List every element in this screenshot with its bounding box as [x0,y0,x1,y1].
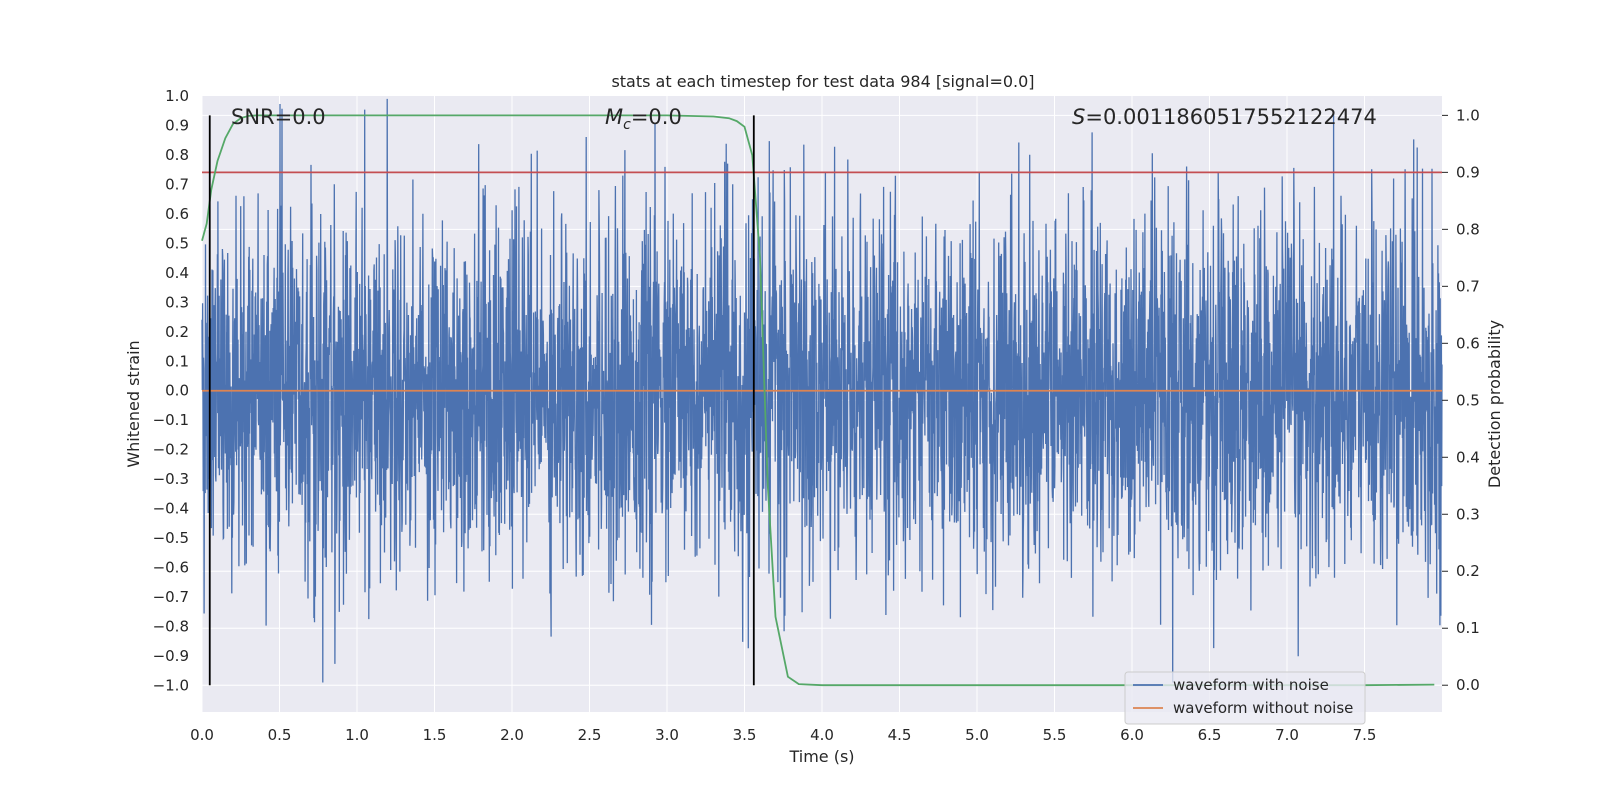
y-tick-label-13: −0.3 [153,470,189,488]
y-axis-ticks: 1.0 0.9 0.8 0.7 0.6 0.5 0.4 0.3 0.2 0.1 0.0 −0.1 −0.… [153,87,189,694]
y-tick-label-5: 0.5 [165,234,189,252]
y2-tick-label-10: 0.0 [1456,676,1480,694]
y2-tick-label-4: 0.6 [1456,334,1480,352]
chart-title: stats at each timestep for test data 984… [611,72,1034,91]
x-tick-label-13: 6.5 [1198,726,1222,744]
y-tick-label-20: −1.0 [153,676,189,694]
y2-tick-label-8: 0.2 [1456,562,1480,580]
y-tick-label-2: 0.8 [165,146,189,164]
y-tick-label-7: 0.3 [165,293,189,311]
chirp-mass-annotation: Mc=0.0 [605,105,682,133]
snr-annotation: SNR=0.0 [231,105,326,129]
x-tick-label-3: 1.5 [423,726,447,744]
y2-axis-label: Detection probability [1485,320,1504,488]
x-tick-label-10: 5.0 [965,726,989,744]
y2-tick-label-7: 0.3 [1456,505,1480,523]
y-tick-label-12: −0.2 [153,441,189,459]
waveform-with-noise-line [201,98,1443,683]
y2-axis-ticks: 1.0 0.9 0.8 0.7 0.6 0.5 0.4 0.3 0.2 0.1 0.0 [1442,106,1480,694]
y2-tick-label-0: 1.0 [1456,106,1480,124]
x-tick-label-9: 4.5 [888,726,912,744]
x-tick-label-12: 6.0 [1120,726,1144,744]
x-tick-label-0: 0.0 [190,726,214,744]
x-tick-label-4: 2.0 [500,726,524,744]
legend-label-noise: waveform with noise [1173,676,1329,694]
y-tick-label-14: −0.4 [153,500,189,518]
y-tick-label-3: 0.7 [165,175,189,193]
s-annotation: S=0.0011860517552122474 [1072,105,1377,129]
y2-tick-label-3: 0.7 [1456,277,1480,295]
y-tick-label-9: 0.1 [165,352,189,370]
chirp-mass-symbol: M [605,105,623,129]
y-tick-label-1: 0.9 [165,116,189,134]
y-tick-label-16: −0.6 [153,559,189,577]
detection-probability-line [201,114,1435,687]
chirp-mass-value: =0.0 [631,105,682,129]
chirp-mass-subscript: c [623,117,631,133]
y-tick-label-0: 1.0 [165,87,189,105]
s-symbol: S [1072,105,1085,129]
y2-tick-label-2: 0.8 [1456,220,1480,238]
y-tick-label-15: −0.5 [153,529,189,547]
s-value: =0.0011860517552122474 [1085,105,1377,129]
vertical-markers [208,115,755,686]
x-tick-label-6: 3.0 [655,726,679,744]
legend-box [1124,671,1366,725]
x-tick-label-1: 0.5 [268,726,292,744]
y2-tick-label-1: 0.9 [1456,163,1480,181]
x-axis-label: Time (s) [788,747,854,766]
x-tick-label-15: 7.5 [1353,726,1377,744]
y-tick-label-19: −0.9 [153,647,189,665]
y-tick-label-4: 0.6 [165,205,189,223]
x-axis-ticks: 0.0 0.5 1.0 1.5 2.0 2.5 3.0 3.5 4.0 4.5 5.0 5.5 6.0 6… [190,726,1376,744]
y-tick-label-18: −0.8 [153,618,189,636]
y-tick-label-10: 0.0 [165,382,189,400]
legend-label-clean: waveform without noise [1173,699,1353,717]
x-tick-label-11: 5.5 [1043,726,1067,744]
x-tick-label-5: 2.5 [578,726,602,744]
y2-tick-label-6: 0.4 [1456,448,1480,466]
x-tick-label-7: 3.5 [733,726,757,744]
x-tick-label-14: 7.0 [1275,726,1299,744]
y-tick-label-17: −0.7 [153,588,189,606]
y-tick-label-6: 0.4 [165,264,189,282]
legend: waveform with noise waveform without noi… [1124,671,1366,725]
y-tick-label-8: 0.2 [165,323,189,341]
y-axis-label: Whitened strain [124,340,143,467]
y2-tick-label-5: 0.5 [1456,391,1480,409]
y2-tick-label-9: 0.1 [1456,619,1480,637]
x-tick-label-2: 1.0 [345,726,369,744]
x-tick-label-8: 4.0 [810,726,834,744]
y-tick-label-11: −0.1 [153,411,189,429]
